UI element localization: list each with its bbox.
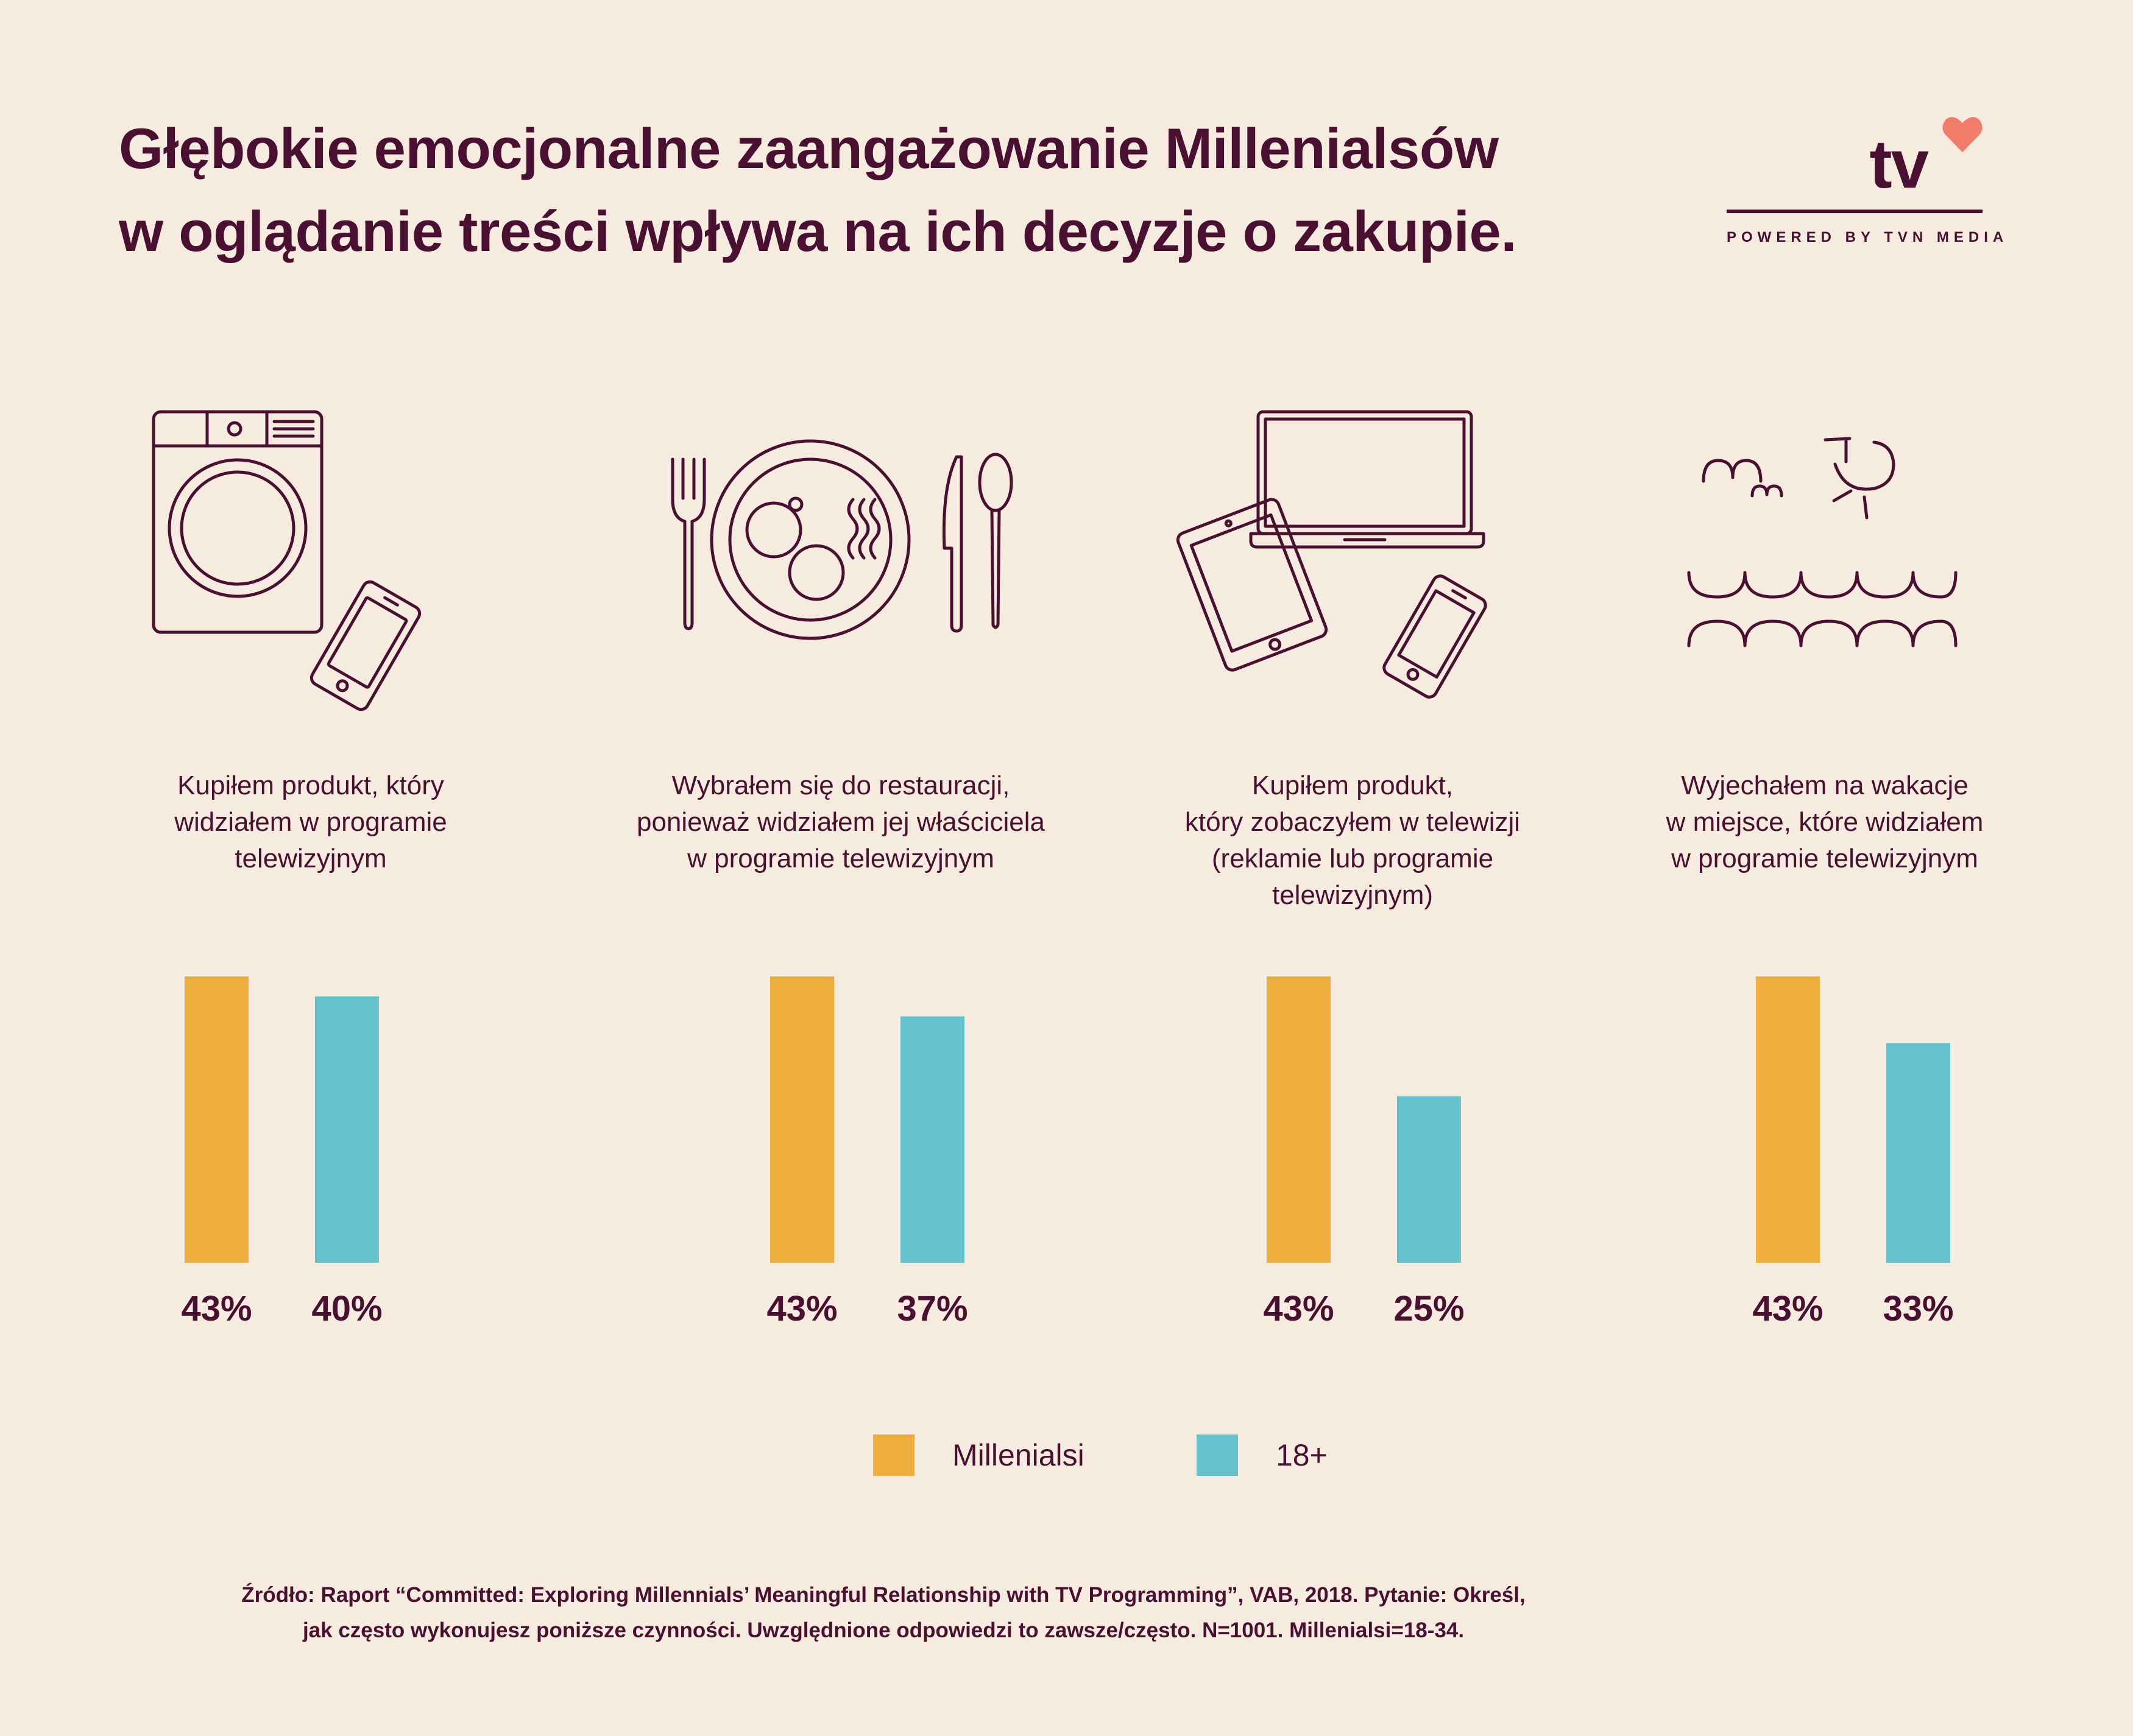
caption-line: który zobaczyłem w telewizji (1184, 807, 1521, 837)
title-line-1: Głębokie emocjonalne zaangażowanie Mille… (119, 116, 1499, 180)
value-label-millenialsi-1: 43% (181, 1289, 252, 1328)
title-line-2: w oglądanie treści wpływa na ich decyzje… (119, 199, 1516, 263)
caption-1: Kupiłem produkt, który widziałem w progr… (37, 767, 585, 877)
caption-line: widziałem w programie (174, 807, 447, 837)
caption-line: Kupiłem produkt, (1251, 771, 1454, 800)
value-label-millenialsi-4: 43% (1752, 1289, 1823, 1328)
page-title: Głębokie emocjonalne zaangażowanie Mille… (119, 107, 1703, 273)
caption-line: w programie telewizyjnym (1671, 844, 1978, 873)
caption-line: (reklamie lub programie (1211, 844, 1494, 873)
logo-divider (1727, 210, 1983, 213)
value-label-18plus-2: 37% (897, 1289, 967, 1328)
value-label-millenialsi-2: 43% (766, 1289, 837, 1328)
plate-fork-knife-spoon-icon (670, 426, 1013, 652)
logo-wordmark: tv (1869, 126, 1929, 202)
bar-18plus-2 (900, 1016, 964, 1263)
caption-line: telewizyjnym (235, 844, 387, 873)
legend-swatch-18plus (1197, 1434, 1238, 1476)
caption-4: Wyjechałem na wakacje w miejsce, które w… (1551, 767, 2099, 877)
bar-millenialsi-3 (1267, 976, 1331, 1263)
caption-line: Wyjechałem na wakacje (1681, 771, 1969, 800)
legend-item-millenialsi: Millenialsi (873, 1434, 1178, 1476)
caption-3: Kupiłem produkt, który zobaczyłem w tele… (1078, 767, 1627, 914)
caption-line: w programie telewizyjnym (687, 844, 994, 873)
source-note: Źródło: Raport “Committed: Exploring Mil… (91, 1578, 1675, 1648)
caption-2: Wybrałem się do restauracji, ponieważ wi… (567, 767, 1115, 877)
legend-item-18plus: 18+ (1197, 1434, 1379, 1476)
value-label-18plus-3: 25% (1393, 1289, 1464, 1328)
source-line-1: Źródło: Raport “Committed: Exploring Mil… (241, 1583, 1526, 1607)
value-label-18plus-4: 33% (1883, 1289, 1953, 1328)
legend-swatch-millenialsi (873, 1434, 914, 1476)
logo-tagline: POWERED BY TVN MEDIA (1727, 229, 2009, 245)
value-label-18plus-1: 40% (311, 1289, 382, 1328)
bar-18plus-3 (1397, 1096, 1461, 1263)
caption-line: w miejsce, które widziałem (1666, 807, 1984, 837)
caption-line: Wybrałem się do restauracji, (671, 771, 1010, 800)
legend-label-millenialsi: Millenialsi (952, 1438, 1084, 1472)
value-label-millenialsi-3: 43% (1263, 1289, 1334, 1328)
bar-18plus-1 (315, 996, 379, 1263)
bar-18plus-4 (1886, 1043, 1950, 1263)
sea-sun-birds-icon (1682, 432, 1962, 652)
bar-millenialsi-2 (770, 976, 834, 1263)
tv-logo: tv POWERED BY TVN MEDIA (1727, 116, 2009, 256)
heart-icon (1942, 117, 1983, 152)
caption-line: telewizyjnym) (1272, 880, 1434, 910)
caption-line: Kupiłem produkt, który (177, 771, 444, 800)
source-line-2: jak często wykonujesz poniższe czynności… (302, 1618, 1465, 1642)
legend-label-18plus: 18+ (1276, 1438, 1328, 1472)
washing-machine-and-phone-icon (146, 408, 439, 713)
bar-millenialsi-4 (1756, 976, 1820, 1263)
caption-line: ponieważ widziałem jej właściciela (636, 807, 1045, 837)
bar-millenialsi-1 (185, 976, 249, 1263)
laptop-tablet-phone-icon (1176, 408, 1496, 713)
